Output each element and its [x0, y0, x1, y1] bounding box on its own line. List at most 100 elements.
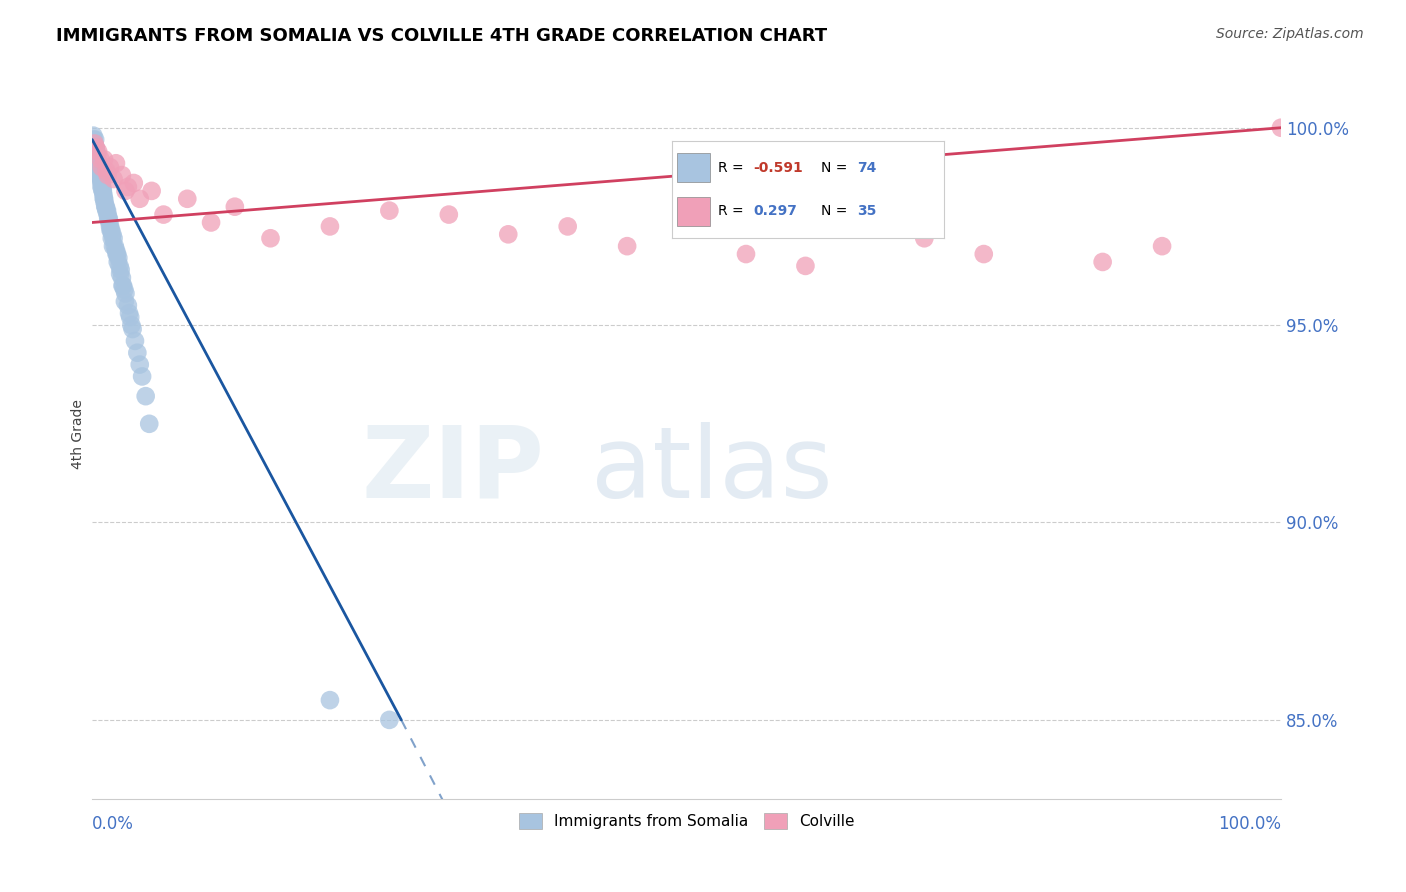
Text: 0.297: 0.297: [754, 204, 797, 219]
Point: [794, 259, 817, 273]
Point: [90, 176, 112, 190]
Text: R =: R =: [718, 161, 744, 175]
Point: [1270, 120, 1292, 135]
Text: N =: N =: [821, 204, 848, 219]
Point: [93, 192, 115, 206]
Point: [87, 160, 110, 174]
Point: [437, 208, 460, 222]
Point: [94, 200, 117, 214]
Text: N =: N =: [821, 161, 848, 175]
Point: [83, 136, 105, 151]
Point: [101, 231, 124, 245]
Point: [224, 200, 246, 214]
Point: [98, 219, 121, 234]
Point: [98, 160, 121, 174]
Point: [111, 278, 134, 293]
Point: [91, 180, 114, 194]
Text: IMMIGRANTS FROM SOMALIA VS COLVILLE 4TH GRADE CORRELATION CHART: IMMIGRANTS FROM SOMALIA VS COLVILLE 4TH …: [56, 27, 827, 45]
Text: ZIP: ZIP: [361, 422, 544, 518]
Point: [912, 231, 935, 245]
Point: [112, 278, 135, 293]
Point: [90, 172, 112, 186]
Point: [103, 231, 125, 245]
Bar: [678, 196, 710, 226]
Text: 100.0%: 100.0%: [1218, 814, 1281, 832]
Point: [96, 164, 118, 178]
Point: [94, 200, 117, 214]
Text: -0.591: -0.591: [754, 161, 803, 175]
Point: [91, 184, 114, 198]
Point: [104, 243, 127, 257]
Point: [141, 184, 163, 198]
Point: [86, 153, 108, 167]
Point: [131, 369, 153, 384]
Point: [496, 227, 519, 242]
Point: [87, 160, 110, 174]
Point: [112, 283, 135, 297]
Point: [105, 247, 128, 261]
Point: [107, 255, 129, 269]
Point: [127, 345, 149, 359]
Point: [96, 203, 118, 218]
Point: [1152, 239, 1174, 253]
Point: [118, 306, 141, 320]
Point: [83, 140, 105, 154]
Point: [87, 168, 110, 182]
Point: [83, 136, 105, 151]
Point: [114, 184, 136, 198]
Point: [97, 211, 120, 226]
Point: [90, 160, 112, 174]
Point: [176, 192, 198, 206]
Point: [114, 286, 136, 301]
Point: [84, 140, 107, 154]
Point: [259, 231, 281, 245]
Point: [120, 318, 142, 332]
Point: [101, 227, 124, 242]
Point: [120, 310, 142, 325]
Point: [89, 153, 111, 167]
Point: [82, 128, 104, 143]
Point: [87, 145, 110, 159]
Point: [98, 215, 121, 229]
Point: [121, 322, 143, 336]
Point: [89, 172, 111, 186]
Point: [108, 259, 131, 273]
Point: [152, 208, 174, 222]
Point: [319, 219, 342, 234]
Point: [101, 239, 124, 253]
Point: [378, 713, 401, 727]
Point: [104, 156, 127, 170]
Text: 0.0%: 0.0%: [93, 814, 134, 832]
Point: [111, 168, 134, 182]
Point: [97, 168, 120, 182]
Point: [93, 195, 115, 210]
Text: R =: R =: [718, 204, 744, 219]
Point: [138, 417, 160, 431]
Point: [117, 180, 139, 194]
Point: [110, 263, 132, 277]
Point: [1091, 255, 1114, 269]
Point: [84, 140, 107, 154]
Point: [93, 153, 115, 167]
Point: [128, 192, 150, 206]
Point: [122, 176, 145, 190]
Text: 74: 74: [856, 161, 876, 175]
Text: atlas: atlas: [592, 422, 834, 518]
Point: [84, 132, 107, 146]
Point: [114, 294, 136, 309]
Point: [103, 172, 125, 186]
Point: [107, 251, 129, 265]
Legend: Immigrants from Somalia, Colville: Immigrants from Somalia, Colville: [513, 806, 860, 835]
Point: [378, 203, 401, 218]
Point: [117, 298, 139, 312]
Point: [135, 389, 157, 403]
Point: [86, 153, 108, 167]
Text: 35: 35: [856, 204, 876, 219]
Y-axis label: 4th Grade: 4th Grade: [72, 399, 86, 468]
Point: [91, 184, 114, 198]
Point: [108, 267, 131, 281]
Point: [100, 223, 122, 237]
Point: [90, 180, 112, 194]
Point: [735, 247, 758, 261]
Point: [105, 247, 128, 261]
